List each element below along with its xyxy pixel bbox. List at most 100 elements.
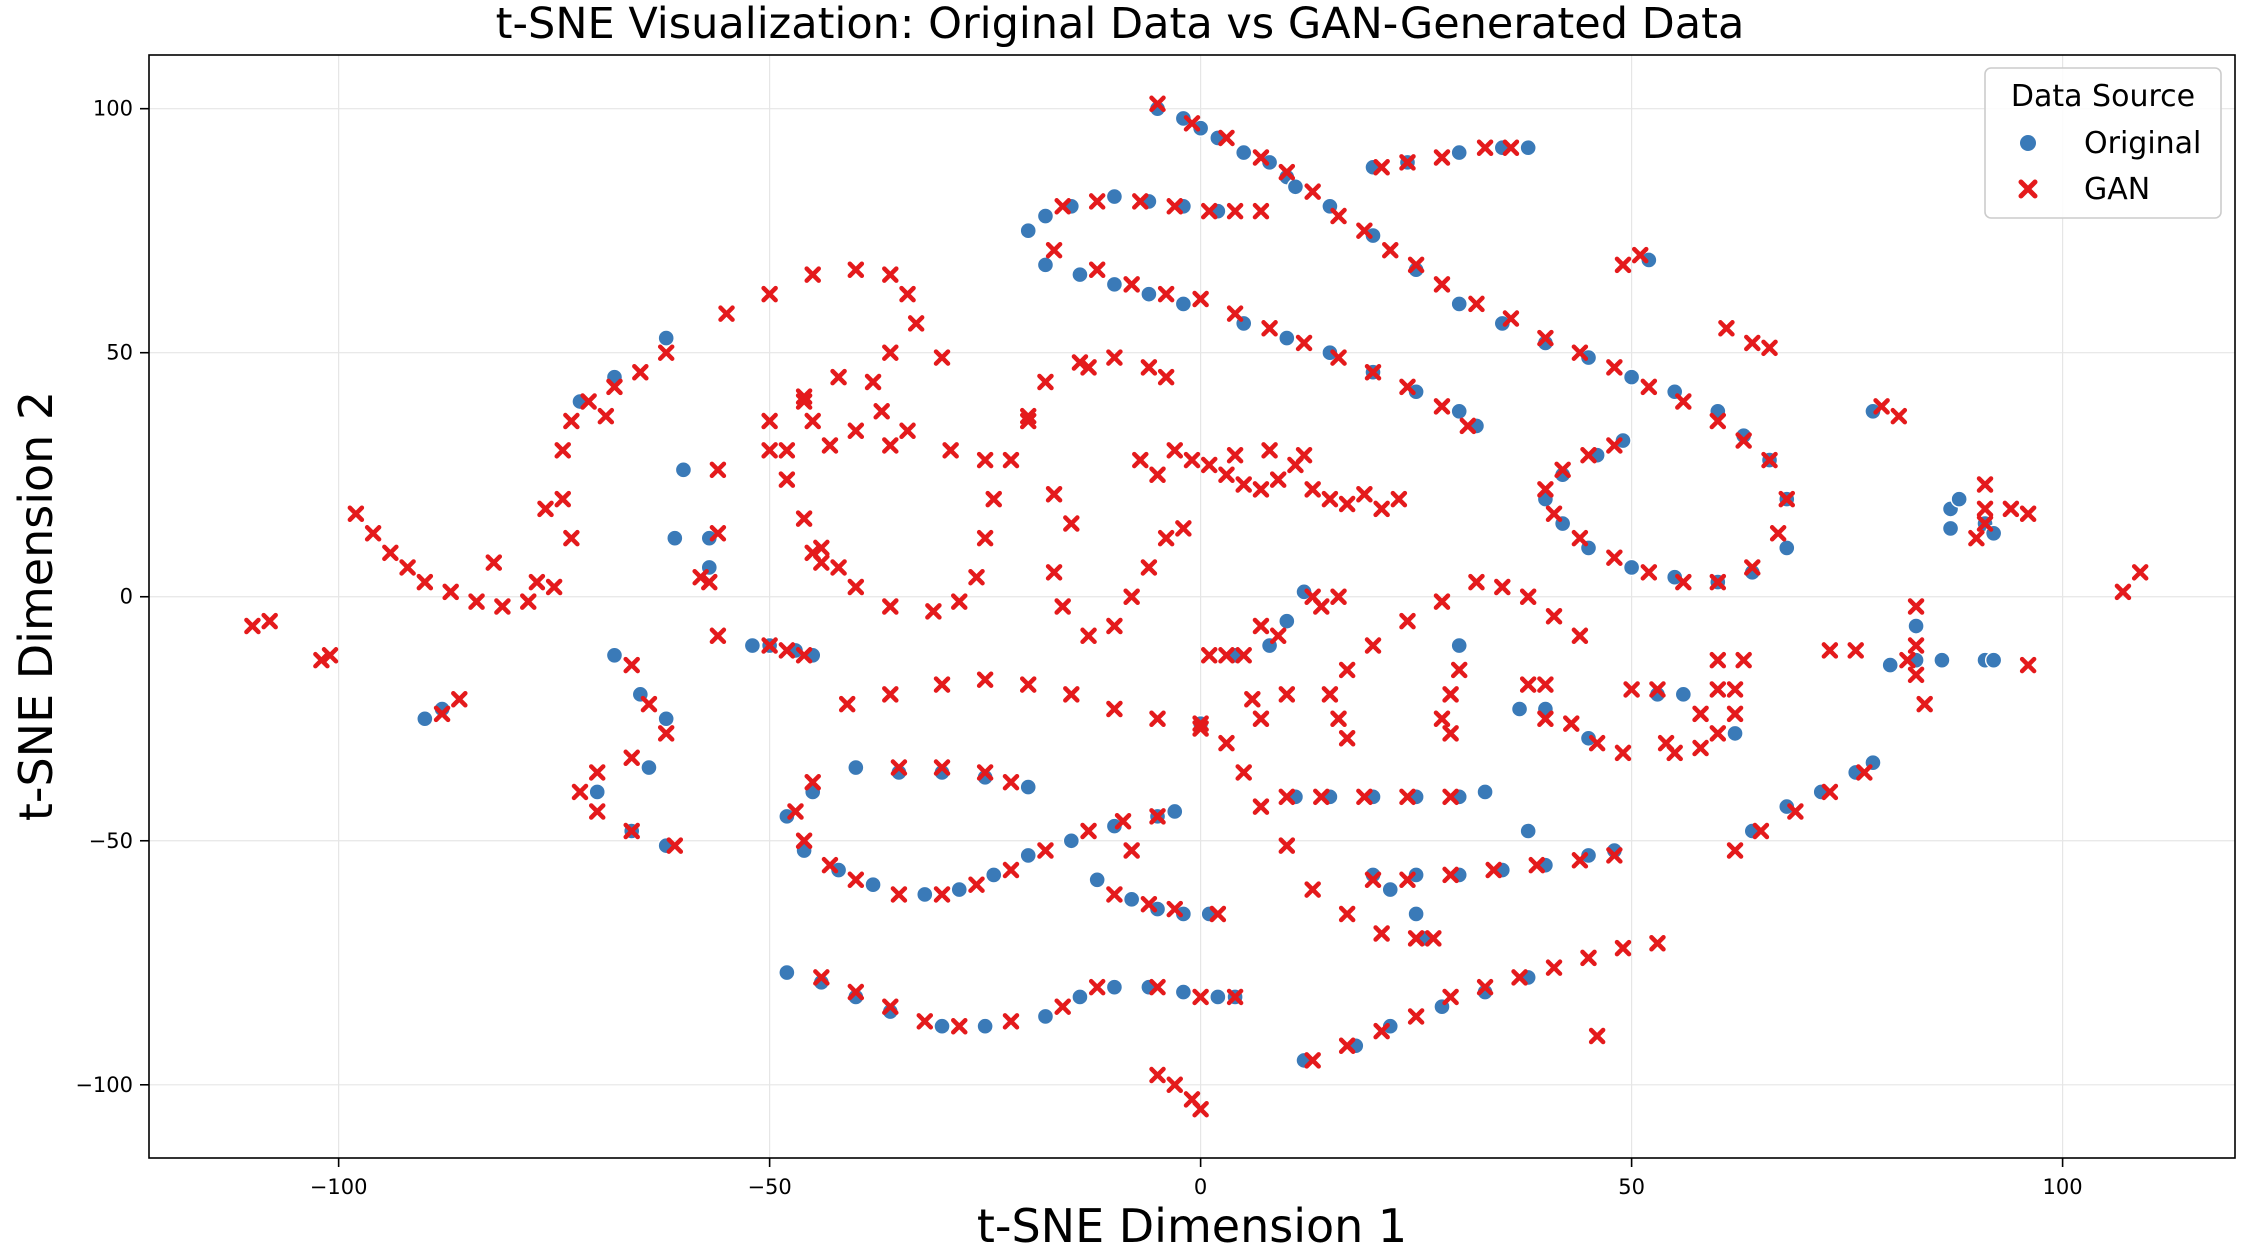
gan-point [1218, 129, 1235, 147]
original-point [1105, 275, 1124, 294]
original-point [778, 963, 796, 982]
gan-point [1407, 1008, 1425, 1025]
gan-point [830, 559, 847, 576]
gan-point [1002, 773, 1020, 791]
gan-point [1511, 969, 1528, 986]
original-point [1174, 295, 1193, 313]
original-point [1105, 187, 1124, 206]
gan-point [1200, 456, 1218, 474]
gan-point [1338, 661, 1356, 679]
gan-point [321, 647, 339, 664]
gan-point [1606, 847, 1623, 864]
gan-point [2114, 583, 2132, 601]
gan-point [1545, 505, 1563, 523]
y-tick-label: 100 [93, 97, 133, 121]
gan-point [1252, 481, 1270, 498]
gan-point [778, 642, 796, 659]
gan-point [1054, 198, 1071, 215]
original-point [950, 880, 968, 899]
original-point [1105, 978, 1124, 996]
gan-point [1226, 988, 1244, 1006]
gan-point [1968, 529, 1985, 547]
gan-point [1252, 617, 1270, 635]
gan-point [416, 573, 434, 591]
original-point [1984, 651, 2003, 669]
gan-point [976, 529, 994, 547]
gan-point [347, 505, 365, 523]
gan-point [1140, 359, 1158, 376]
gan-point [1321, 490, 1339, 508]
x-tick-label: 50 [1618, 1175, 1645, 1199]
gan-point [545, 578, 563, 596]
gan-point [968, 568, 985, 586]
original-point [916, 885, 934, 904]
original-point [1235, 143, 1253, 162]
x-tick-label: 100 [2043, 1175, 2083, 1199]
gan-point [468, 593, 485, 610]
gan-point [1856, 764, 1873, 781]
original-point [1364, 226, 1382, 245]
gan-point [795, 510, 813, 527]
gan-point [1106, 886, 1123, 903]
original-point [1174, 905, 1193, 923]
gan-point [1502, 139, 1520, 156]
gan-point [1166, 1076, 1184, 1094]
gan-point [1269, 471, 1287, 488]
original-point [1148, 900, 1167, 918]
original-point [1450, 636, 1468, 655]
gan-point [1364, 363, 1382, 381]
gan-point [951, 1017, 968, 1035]
original-point [1407, 905, 1425, 923]
legend-box [1984, 67, 2222, 219]
gan-point [1149, 95, 1166, 113]
original-point [674, 461, 693, 479]
gan-point [1019, 676, 1037, 693]
gan-point [1554, 461, 1571, 479]
gan-point [1106, 349, 1123, 366]
legend-original-label: Original [2084, 126, 2201, 161]
y-tick-label: 50 [106, 341, 133, 365]
original-point [1166, 802, 1184, 821]
original-point [657, 710, 675, 728]
gan-point [847, 422, 865, 440]
gan-point [1313, 788, 1330, 806]
gan-point [1123, 588, 1140, 605]
gan-point [1054, 998, 1071, 1015]
gan-point [1140, 559, 1158, 576]
gan-point [882, 437, 899, 454]
original-point [1321, 344, 1339, 362]
gan-point [1278, 163, 1296, 181]
original-point [1493, 314, 1512, 333]
gan-point [1330, 588, 1347, 605]
gan-point [821, 437, 839, 454]
gan-point [1407, 256, 1425, 274]
gan-point [1002, 861, 1020, 879]
original-point [1174, 983, 1193, 1001]
gan-point [976, 671, 994, 688]
gan-point [1735, 432, 1752, 449]
gan-point [864, 373, 882, 391]
original-point [829, 861, 848, 879]
gan-point [1907, 666, 1925, 684]
gan-point [451, 690, 468, 708]
gan-point [1278, 686, 1296, 703]
gan-point [1106, 617, 1123, 635]
gan-point [1192, 290, 1209, 308]
gan-point [1709, 725, 1727, 742]
gan-point [1166, 442, 1184, 459]
gan-point [1252, 710, 1270, 728]
gan-point [1209, 905, 1227, 923]
gan-point [537, 500, 554, 518]
gan-point [1571, 627, 1589, 645]
gan-point [1769, 525, 1787, 542]
original-point [1381, 1017, 1399, 1035]
gan-point [1899, 651, 1916, 669]
gan-point [1235, 647, 1252, 664]
gan-point [1675, 573, 1692, 591]
gan-point [1261, 320, 1278, 337]
original-point [1476, 783, 1494, 801]
gan-point [1045, 241, 1063, 259]
original-point [1260, 153, 1279, 172]
gan-point [623, 656, 640, 674]
original-point [1071, 265, 1089, 284]
